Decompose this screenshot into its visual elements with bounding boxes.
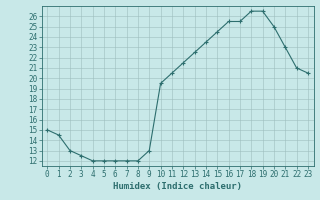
X-axis label: Humidex (Indice chaleur): Humidex (Indice chaleur) [113,182,242,191]
